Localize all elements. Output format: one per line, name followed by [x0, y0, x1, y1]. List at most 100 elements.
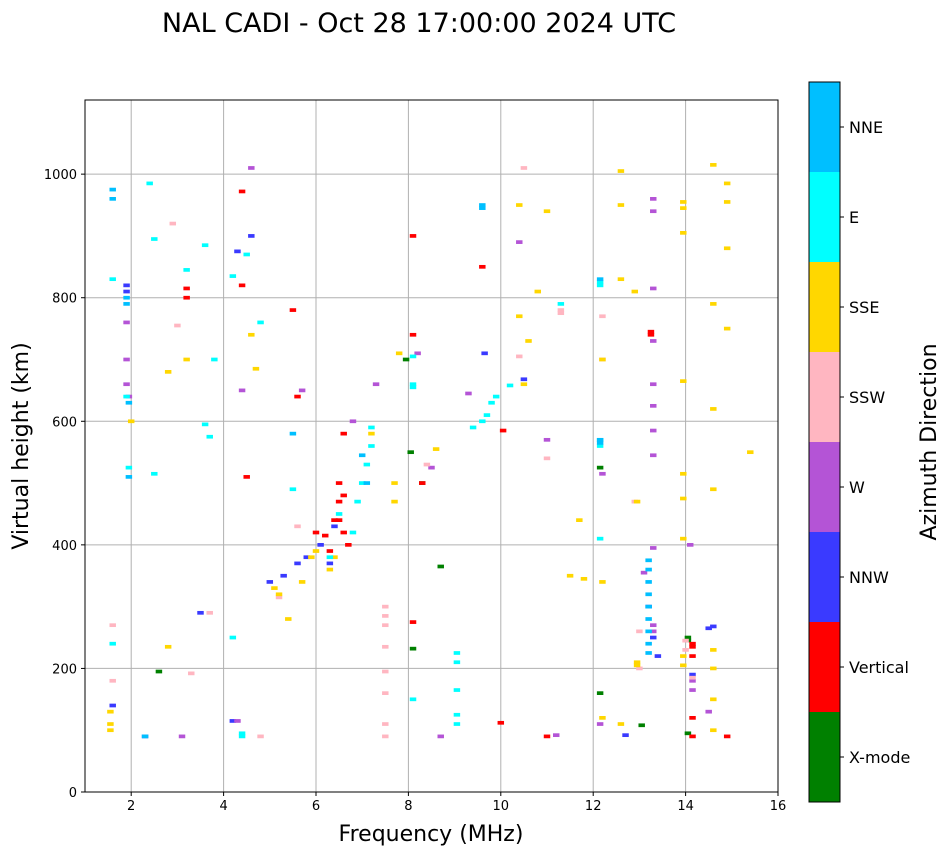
x-tick-label: 8 — [404, 799, 412, 814]
echo-mark-ssw — [689, 675, 696, 680]
echo-mark-ssw — [188, 671, 195, 676]
echo-mark-nne — [645, 629, 652, 634]
x-tick-label: 6 — [312, 799, 320, 814]
echo-mark-nnw — [689, 672, 696, 677]
echo-mark-vertical — [497, 720, 505, 725]
echo-mark-sse — [680, 230, 687, 235]
echo-mark-w — [650, 623, 657, 628]
echo-mark-e — [146, 181, 153, 186]
colorbar-label: SSW — [849, 388, 885, 407]
echo-mark-ssw — [557, 308, 565, 312]
echo-mark-sse — [580, 576, 588, 581]
echo-mark-nnw — [294, 561, 301, 566]
echo-mark-sse — [599, 580, 606, 584]
echo-mark-nnw — [266, 580, 274, 584]
y-axis-label: Virtual height (km) — [9, 342, 34, 549]
echo-mark-e — [335, 512, 343, 516]
echo-mark-ssw — [275, 595, 283, 600]
echo-mark-sse — [368, 431, 375, 436]
echo-mark-ssw — [382, 722, 389, 726]
echo-mark-w — [123, 382, 130, 387]
echo-mark-sse — [516, 314, 523, 319]
echo-mark-e — [453, 688, 461, 692]
echo-mark-nne — [596, 441, 604, 445]
echo-mark-sse — [599, 716, 606, 720]
echo-mark-ssw — [516, 354, 523, 359]
echo-mark-e — [409, 354, 417, 359]
colorbar-label: SSE — [849, 298, 879, 317]
echo-mark-w — [596, 722, 604, 726]
echo-mark-ssw — [109, 623, 116, 628]
colorbar-swatch — [809, 352, 840, 442]
echo-mark-x-mode — [409, 646, 417, 651]
echo-mark-e — [368, 425, 375, 430]
echo-mark-sse — [617, 277, 625, 282]
echo-mark-nnw — [317, 543, 324, 547]
echo-mark-sse — [566, 573, 574, 578]
echo-mark-e — [109, 641, 116, 646]
echo-mark-vertical — [647, 332, 655, 337]
echo-mark-vertical — [243, 475, 250, 479]
echo-mark-w — [650, 286, 657, 291]
echo-mark-e — [229, 274, 237, 278]
echo-mark-nne — [645, 651, 652, 655]
echo-mark-w — [372, 382, 380, 387]
echo-mark-e — [206, 434, 213, 439]
echo-mark-ssw — [206, 610, 213, 615]
echo-mark-e — [211, 357, 218, 362]
echo-mark-w — [437, 734, 444, 739]
echo-mark-sse — [723, 200, 731, 204]
echo-mark-ssw — [174, 323, 181, 328]
echo-mark-e — [557, 302, 565, 306]
echo-mark-ssw — [682, 648, 689, 652]
echo-mark-nne — [363, 481, 371, 485]
echo-mark-vertical — [419, 481, 426, 485]
echo-mark-nne — [141, 734, 149, 739]
echo-mark-w — [689, 678, 696, 683]
echo-mark-vertical — [335, 481, 343, 485]
plot-frame — [84, 99, 779, 793]
echo-mark-vertical — [340, 530, 347, 535]
echo-mark-w — [650, 546, 657, 550]
echo-mark-nne — [596, 277, 604, 282]
echo-mark-sse — [617, 203, 625, 207]
echo-mark-sse — [107, 728, 114, 733]
echo-mark-w — [650, 428, 657, 433]
echo-mark-w — [650, 339, 657, 343]
y-tick-label: 0 — [69, 786, 77, 801]
echo-mark-vertical — [543, 734, 551, 739]
echo-mark-sse — [710, 648, 717, 652]
echo-mark-w — [414, 351, 421, 356]
echo-mark-sse — [543, 209, 551, 214]
echo-mark-e — [109, 277, 116, 282]
echo-mark-nne — [645, 567, 652, 572]
echo-mark-sse — [391, 499, 398, 504]
echo-mark-nne — [109, 187, 116, 192]
echo-mark-e — [201, 422, 209, 427]
echo-mark-w — [640, 570, 648, 575]
echo-mark-nne — [123, 302, 130, 306]
echo-mark-e — [363, 462, 371, 467]
echo-mark-vertical — [335, 518, 343, 522]
echo-mark-e — [596, 536, 604, 541]
echo-mark-vertical — [335, 499, 343, 504]
echo-mark-sse — [248, 332, 255, 337]
echo-mark-nne — [645, 592, 652, 597]
echo-mark-sse — [747, 450, 754, 455]
echo-mark-ssw — [109, 678, 116, 683]
echo-mark-e — [409, 382, 417, 387]
echo-mark-vertical — [689, 734, 696, 739]
echo-mark-vertical — [723, 734, 731, 739]
echo-mark-sse — [631, 289, 639, 294]
echo-mark-sse — [107, 722, 114, 726]
echo-mark-e — [358, 481, 366, 485]
echo-mark-e — [596, 280, 604, 285]
colorbar-swatch — [809, 172, 840, 262]
echo-mark-e — [229, 635, 237, 640]
echo-mark-w — [248, 166, 255, 170]
echo-mark-ssw — [423, 462, 431, 467]
echo-mark-vertical — [238, 283, 246, 288]
echo-mark-nnw — [622, 733, 629, 738]
colorbar-label: Vertical — [849, 658, 909, 677]
echo-mark-nne — [109, 197, 116, 201]
